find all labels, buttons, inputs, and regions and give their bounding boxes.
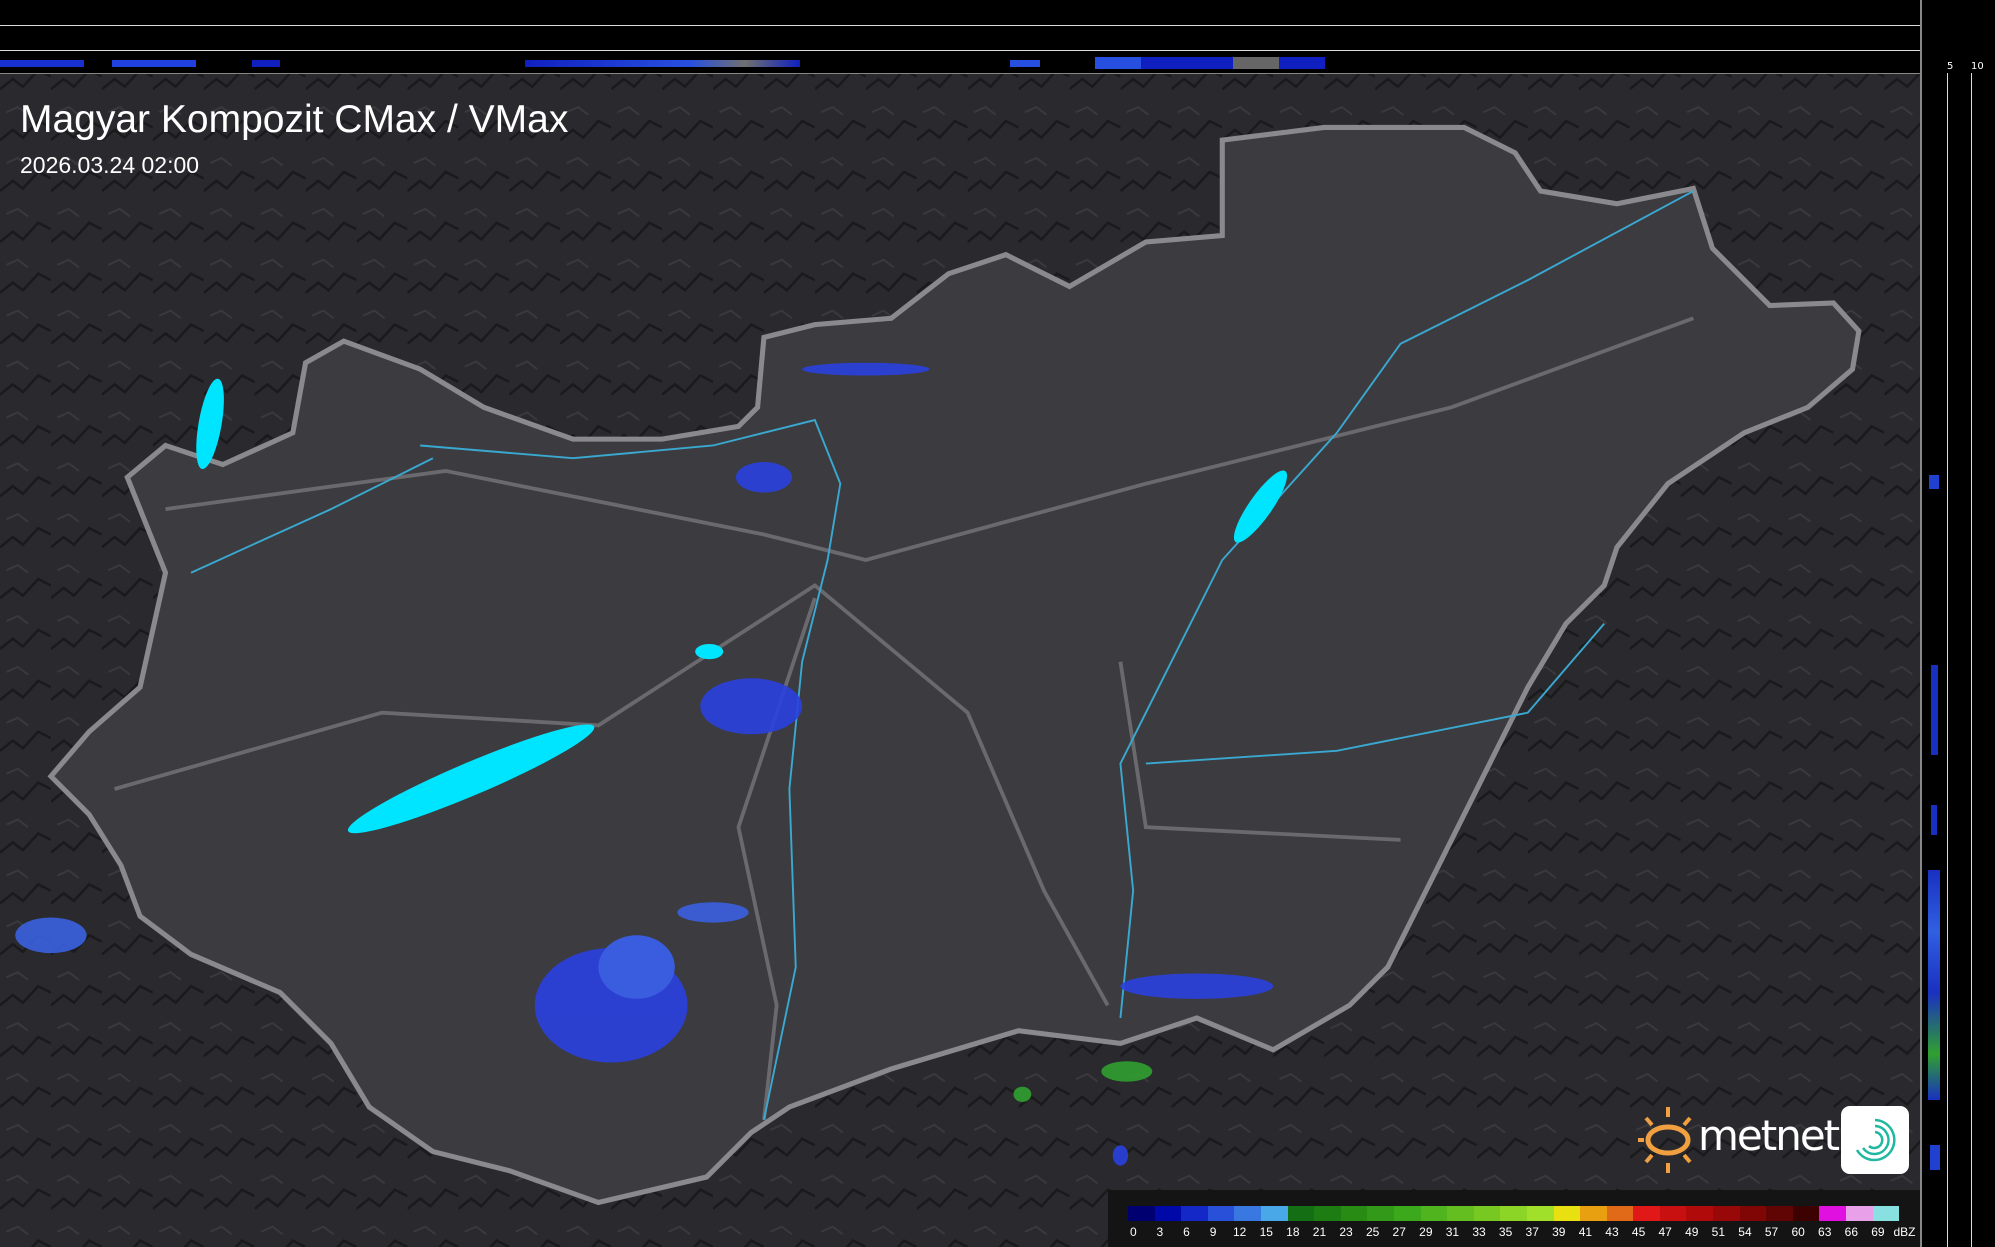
lake-neusiedl [196,378,224,470]
legend-label: 15 [1259,1225,1273,1239]
legend-swatch [1367,1206,1394,1221]
legend-label: 21 [1312,1225,1327,1239]
legend-label: 41 [1578,1225,1593,1239]
legend-swatch [1713,1206,1740,1221]
legend-swatch [1739,1206,1767,1221]
legend-label: 47 [1658,1225,1672,1239]
legend-swatch [1447,1206,1474,1221]
legend-swatch [1287,1206,1315,1221]
legend-label: 39 [1552,1225,1566,1239]
legend-label: 9 [1209,1225,1217,1239]
legend-swatch [1819,1206,1847,1221]
legend-label: 0 [1129,1225,1137,1239]
legend-swatch [1766,1206,1793,1221]
legend-label: 51 [1711,1225,1726,1239]
legend-swatch [1846,1206,1873,1221]
legend-swatch [1234,1206,1261,1221]
lake-velence [695,643,724,660]
lake-tisza [1233,470,1288,543]
legend-swatch [1260,1206,1288,1221]
legend-label: 25 [1365,1225,1380,1239]
profile-tick: 10 [1971,61,1984,72]
legend-swatch [1500,1206,1527,1221]
legend-label: 23 [1339,1225,1353,1239]
hungary-outline [47,124,1862,1206]
legend-label: 63 [1818,1225,1832,1239]
map-title: Magyar Kompozit CMax / VMax [20,98,569,141]
legend-swatch [1420,1206,1448,1221]
vertical-profile-strip-right: 5 10 [1920,0,1995,1247]
legend-swatch [1473,1206,1501,1221]
legend-label: 69 [1871,1225,1885,1239]
lake-balaton [347,724,595,834]
legend-label: 3 [1156,1225,1164,1239]
legend-label: 49 [1685,1225,1699,1239]
legend-swatch [1580,1206,1607,1221]
legend-swatch [1659,1206,1687,1221]
legend-label: 29 [1419,1225,1433,1239]
legend-label: 66 [1844,1225,1858,1239]
radar-map[interactable] [0,74,1920,1247]
metnet-logo: metnet [1636,1103,1911,1178]
legend-label: 45 [1631,1225,1646,1239]
legend-label: dBZ [1893,1225,1916,1239]
legend-label: 60 [1791,1225,1805,1239]
legend-label: 33 [1472,1225,1486,1239]
legend-label: 6 [1183,1225,1190,1239]
logo-text: metnet [1698,1111,1840,1160]
legend-label: 12 [1232,1225,1247,1239]
legend-swatch [1154,1206,1182,1221]
legend-label: 18 [1286,1225,1300,1239]
legend-swatch [1792,1206,1820,1221]
legend-swatch [1340,1206,1368,1221]
radar-echoes [15,362,1274,1166]
legend-swatch [1128,1206,1155,1221]
app-icon [1841,1106,1909,1174]
vertical-profile-strip-top: 10 5 [0,0,1938,75]
legend-label: 43 [1605,1225,1619,1239]
legend-label: 37 [1525,1225,1539,1239]
legend-label: 31 [1445,1225,1460,1239]
legend-label: 57 [1764,1225,1779,1239]
legend-swatch [1553,1206,1581,1221]
sun-icon [1638,1107,1692,1173]
legend-swatch [1686,1206,1714,1221]
legend-label: 54 [1738,1225,1752,1239]
legend-swatch [1526,1206,1554,1221]
legend-swatch [1606,1206,1634,1221]
rivers [190,190,1694,1120]
legend-swatch [1314,1206,1341,1221]
legend-labels: 0 3 6 9 12 15 18 21 23 25 27 29 31 33 35 37 39 41 43 45 47 49… [1120,1225,1918,1239]
profile-tick: 5 [1947,61,1954,72]
legend-swatch [1633,1206,1660,1221]
legend-swatch [1207,1206,1235,1221]
legend-label: 35 [1498,1225,1513,1239]
legend-label: 27 [1392,1225,1406,1239]
map-timestamp: 2026.03.24 02:00 [20,152,200,178]
legend-color-bar [1128,1206,1900,1221]
dbz-color-legend: 0 3 6 9 12 15 18 21 23 25 27 29 31 33 35 37 39 41 43 45 47 49… [1108,1190,1920,1247]
legend-swatch [1181,1206,1208,1221]
legend-swatch [1872,1206,1900,1221]
legend-swatch [1393,1206,1421,1221]
